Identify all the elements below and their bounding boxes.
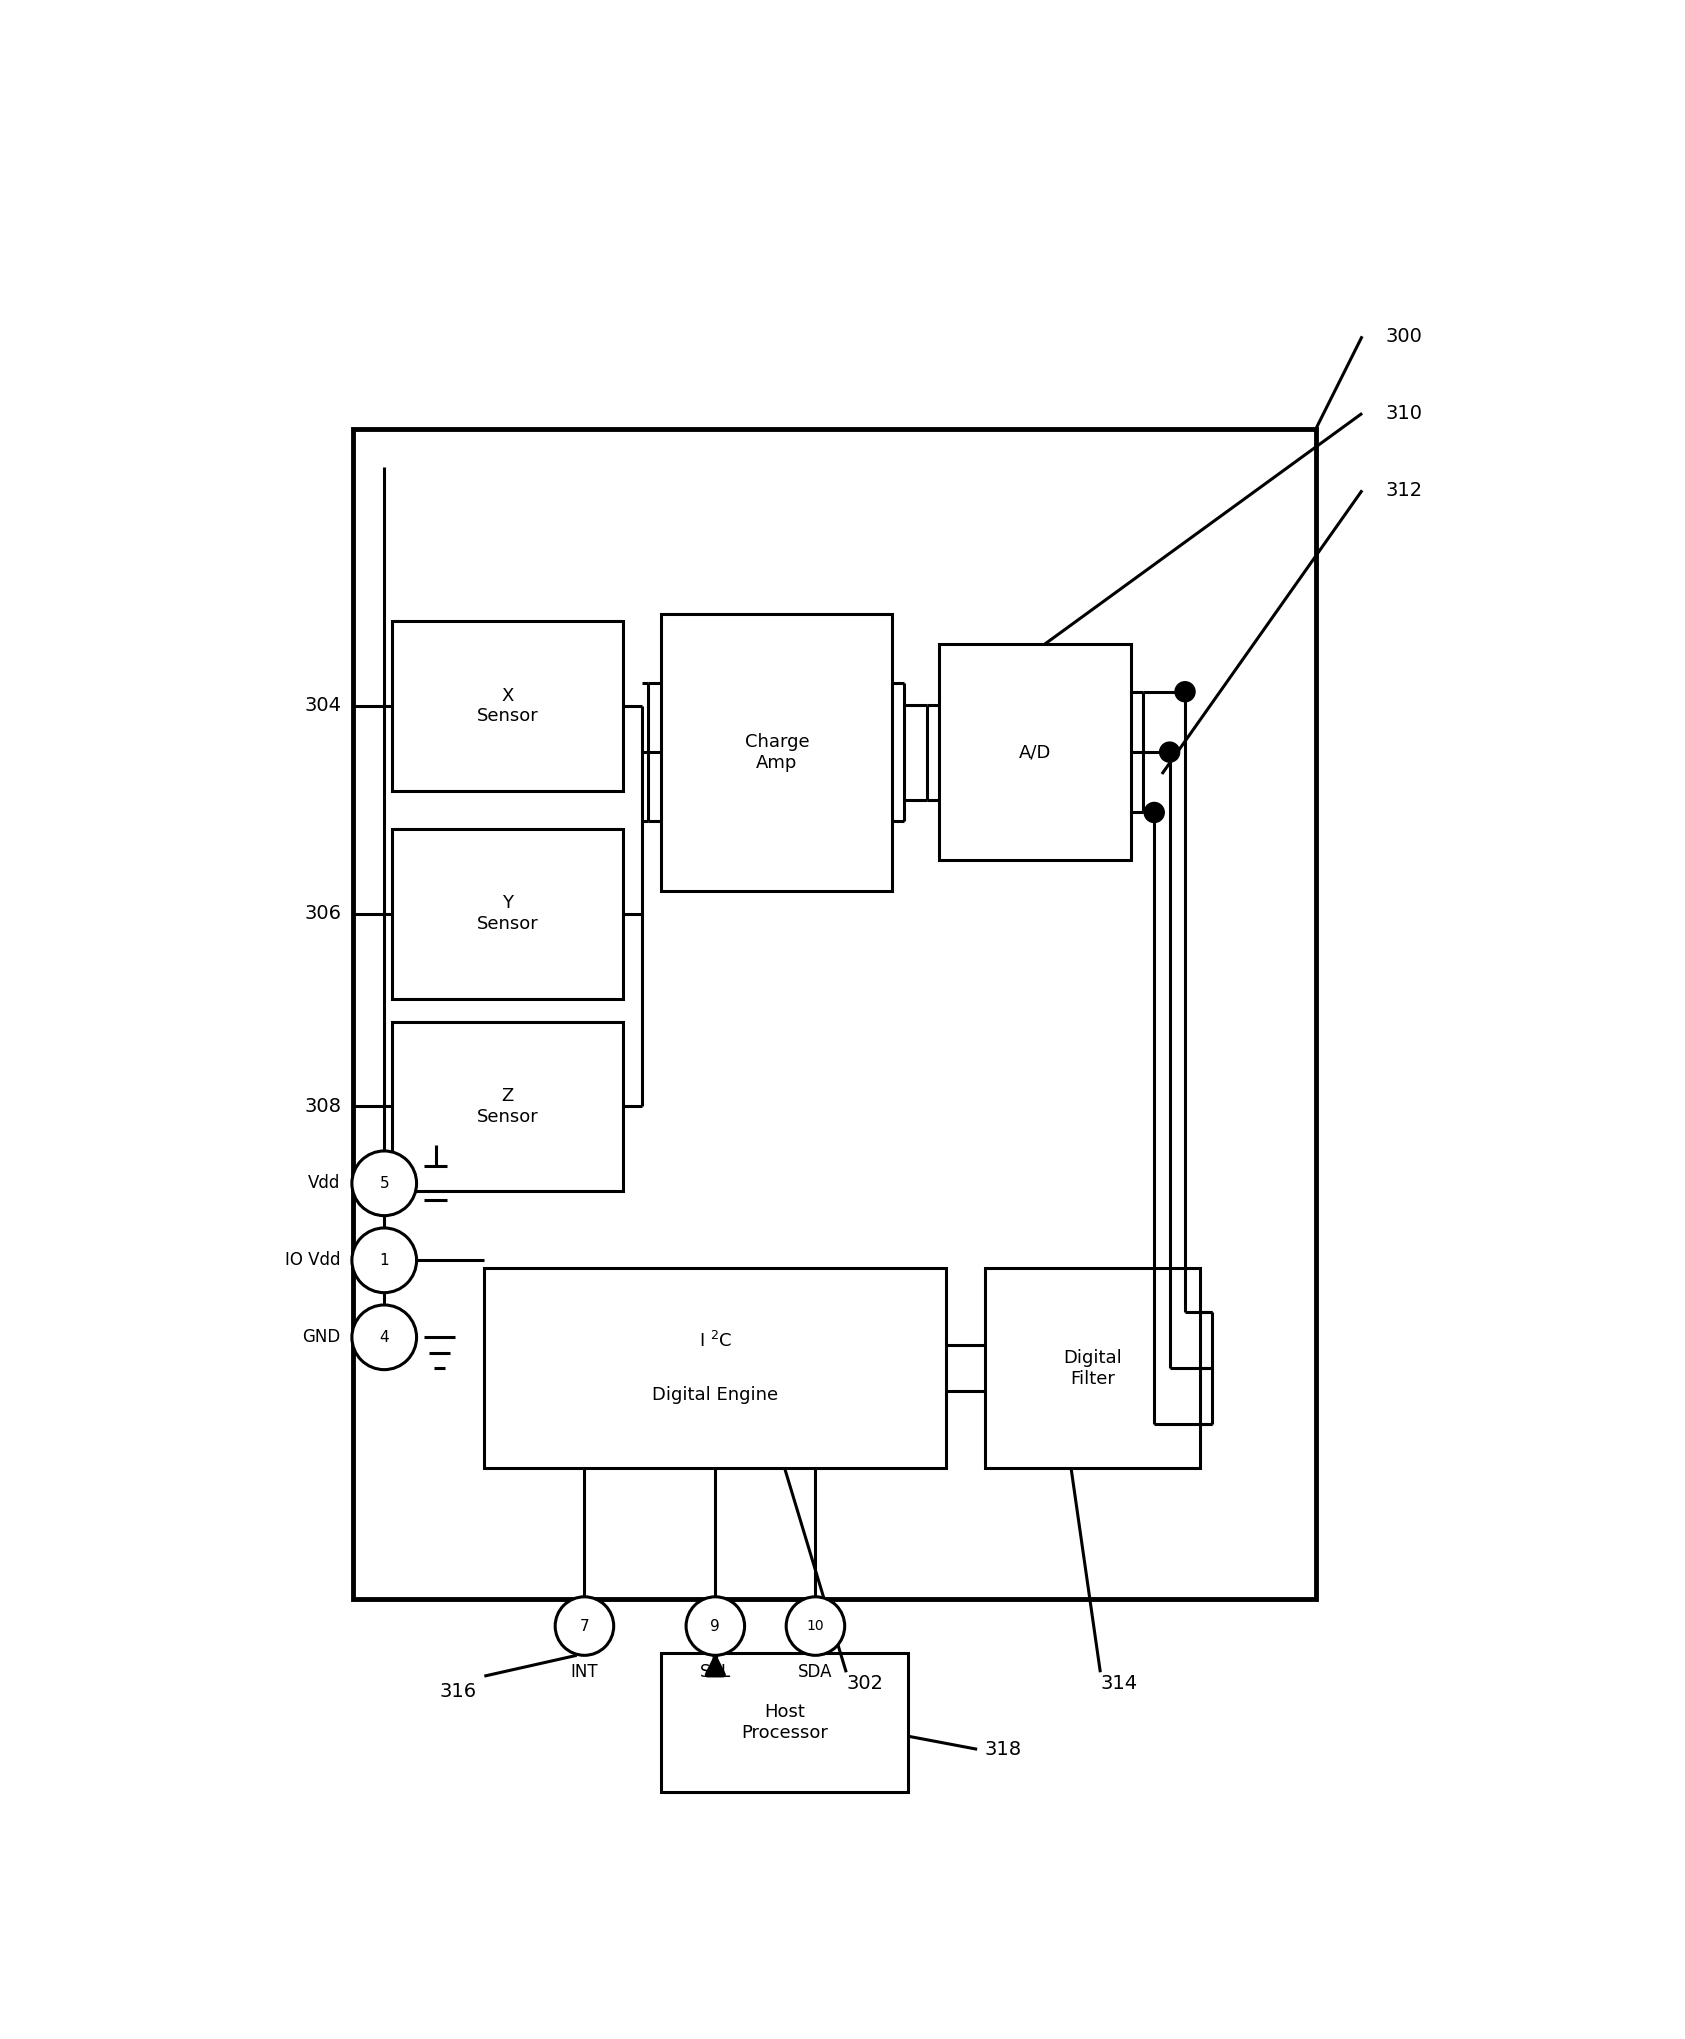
Text: I $^2$C: I $^2$C bbox=[699, 1331, 731, 1352]
Text: Vdd: Vdd bbox=[308, 1174, 340, 1193]
Bar bbox=[393, 830, 623, 999]
Text: SDA: SDA bbox=[799, 1664, 832, 1682]
Circle shape bbox=[554, 1597, 613, 1656]
Circle shape bbox=[787, 1597, 844, 1656]
Text: 310: 310 bbox=[1385, 404, 1422, 422]
Text: Host
Processor: Host Processor bbox=[741, 1703, 827, 1741]
Text: 316: 316 bbox=[440, 1682, 477, 1701]
Text: 5: 5 bbox=[379, 1177, 389, 1191]
Text: A/D: A/D bbox=[1019, 742, 1051, 761]
Text: 304: 304 bbox=[305, 697, 342, 716]
Text: 308: 308 bbox=[305, 1097, 342, 1115]
Text: 9: 9 bbox=[711, 1619, 719, 1633]
Circle shape bbox=[352, 1150, 416, 1215]
Text: IO Vdd: IO Vdd bbox=[285, 1252, 340, 1270]
Text: X
Sensor: X Sensor bbox=[477, 687, 538, 726]
Circle shape bbox=[1144, 803, 1164, 822]
Bar bbox=[393, 1022, 623, 1191]
Circle shape bbox=[1174, 681, 1195, 701]
Text: 312: 312 bbox=[1385, 481, 1422, 500]
Bar bbox=[984, 1268, 1200, 1468]
Text: GND: GND bbox=[302, 1327, 340, 1346]
Text: 318: 318 bbox=[984, 1739, 1023, 1760]
Text: 300: 300 bbox=[1385, 326, 1422, 347]
Bar bbox=[393, 622, 623, 791]
Text: INT: INT bbox=[571, 1664, 598, 1682]
Text: 7: 7 bbox=[580, 1619, 590, 1633]
Circle shape bbox=[686, 1597, 745, 1656]
Bar bbox=[662, 614, 893, 891]
Text: 302: 302 bbox=[846, 1674, 883, 1692]
Text: 314: 314 bbox=[1100, 1674, 1137, 1692]
Bar bbox=[939, 644, 1131, 860]
Circle shape bbox=[1159, 742, 1180, 763]
Text: Z
Sensor: Z Sensor bbox=[477, 1087, 538, 1126]
Bar bbox=[662, 1654, 908, 1792]
Text: Charge
Amp: Charge Amp bbox=[745, 732, 809, 771]
Text: SCL: SCL bbox=[699, 1664, 731, 1682]
Bar bbox=[354, 428, 1316, 1599]
Bar bbox=[484, 1268, 947, 1468]
Text: 10: 10 bbox=[807, 1619, 824, 1633]
Circle shape bbox=[352, 1227, 416, 1293]
Text: 4: 4 bbox=[379, 1329, 389, 1346]
Circle shape bbox=[352, 1305, 416, 1370]
Text: 1: 1 bbox=[379, 1252, 389, 1268]
Text: Digital
Filter: Digital Filter bbox=[1063, 1348, 1122, 1387]
Text: Digital Engine: Digital Engine bbox=[652, 1387, 778, 1405]
Text: 306: 306 bbox=[305, 905, 342, 924]
Text: Y
Sensor: Y Sensor bbox=[477, 895, 538, 934]
